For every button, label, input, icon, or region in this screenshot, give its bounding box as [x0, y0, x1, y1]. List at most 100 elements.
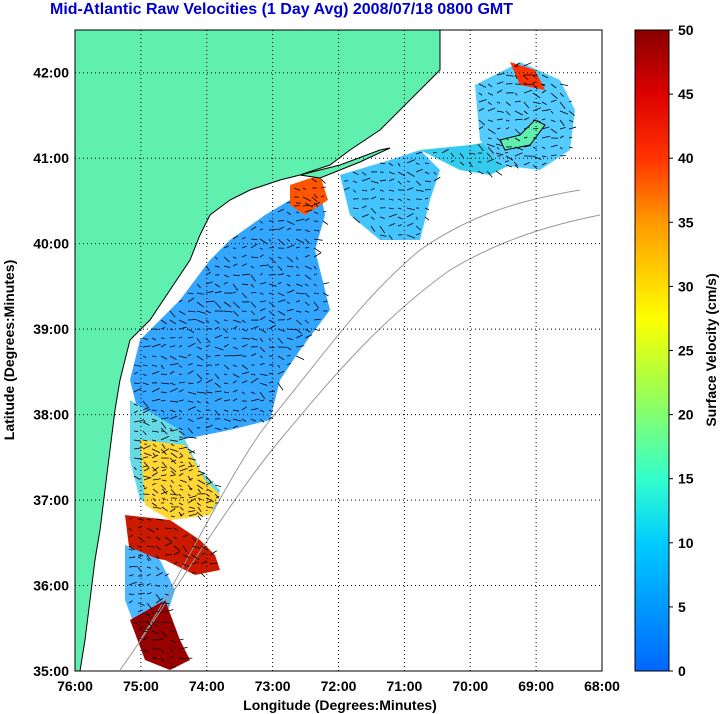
velocity-patch-ny-bight	[130, 190, 330, 440]
velocity-vector	[128, 556, 136, 559]
velocity-vector	[259, 373, 268, 376]
velocity-vector	[532, 101, 541, 105]
colorbar-tick-label: 50	[678, 22, 694, 38]
velocity-vector	[196, 502, 202, 506]
velocity-vector	[178, 364, 183, 368]
velocity-vector	[133, 387, 142, 393]
velocity-vector	[214, 354, 221, 357]
velocity-vector	[160, 648, 165, 654]
velocity-vector	[487, 128, 496, 135]
velocity-vector	[160, 343, 166, 348]
velocity-vector	[241, 337, 251, 340]
velocity-vector	[523, 117, 530, 121]
velocity-vector	[388, 178, 395, 182]
velocity-vector	[268, 283, 277, 287]
velocity-vector	[295, 328, 302, 334]
velocity-vector	[161, 479, 167, 482]
velocity-vector	[169, 493, 179, 496]
velocity-vector	[128, 574, 134, 577]
velocity-vector	[532, 127, 539, 130]
velocity-vector	[169, 648, 174, 653]
velocity-vector	[388, 234, 393, 240]
velocity-vector	[142, 456, 149, 459]
velocity-vector	[313, 265, 317, 270]
velocity-vector	[142, 636, 150, 641]
velocity-vector	[268, 228, 278, 231]
velocity-vector	[513, 161, 518, 167]
velocity-vector	[206, 497, 214, 503]
velocity-vector	[214, 256, 218, 260]
velocity-vector	[313, 273, 318, 276]
velocity-vector	[568, 126, 577, 130]
velocity-vector	[250, 238, 258, 241]
velocity-vector	[146, 626, 153, 631]
bathymetry-contours	[119, 189, 601, 671]
velocity-vector	[179, 452, 184, 457]
velocity-vector	[187, 406, 196, 411]
velocity-vector	[161, 443, 166, 449]
velocity-vector	[415, 162, 420, 165]
velocity-vector	[151, 439, 157, 442]
velocity-vector	[370, 216, 375, 220]
velocity-vector	[170, 488, 177, 496]
velocity-vector	[241, 263, 248, 267]
velocity-vector	[259, 238, 268, 244]
velocity-vector	[214, 283, 221, 288]
colorbar-tick-label: 15	[678, 471, 694, 487]
velocity-vector	[268, 324, 276, 330]
velocity-vector	[206, 506, 214, 509]
velocity-vector	[241, 391, 246, 395]
velocity-vector	[406, 171, 415, 177]
velocity-vector	[313, 229, 320, 232]
velocity-vector	[523, 145, 531, 148]
velocity-vector	[550, 110, 554, 114]
velocity-vector	[514, 110, 523, 116]
velocity-vector	[178, 310, 186, 315]
velocity-vector	[268, 319, 275, 324]
velocity-vector	[478, 126, 484, 130]
velocity-vector	[241, 364, 248, 370]
colorbar-tick-label: 0	[678, 663, 686, 679]
velocity-vector	[268, 310, 275, 317]
velocity-vector	[143, 467, 150, 472]
velocity-vector	[487, 83, 493, 88]
velocity-vector	[160, 621, 169, 624]
velocity-vector	[232, 301, 240, 309]
velocity-vector	[532, 164, 538, 169]
velocity-vector	[322, 300, 328, 303]
velocity-vector	[304, 319, 309, 324]
velocity-vector	[277, 382, 284, 391]
velocity-vector	[151, 420, 156, 423]
velocity-vector	[268, 390, 275, 393]
velocity-vector	[541, 146, 546, 149]
velocity-vector	[137, 556, 141, 559]
velocity-vector	[304, 265, 312, 270]
velocity-vector	[259, 355, 263, 358]
velocity-vector	[223, 427, 228, 430]
velocity-vector	[146, 592, 152, 595]
velocity-vector	[295, 283, 303, 287]
velocity-vector	[173, 527, 178, 531]
velocity-vector	[259, 272, 263, 276]
velocity-vector	[179, 461, 184, 463]
velocity-vector	[313, 247, 322, 254]
velocity-vector	[505, 164, 513, 168]
velocity-vector	[188, 461, 193, 467]
velocity-vector	[304, 328, 311, 333]
velocity-vector	[196, 364, 203, 367]
velocity-vector	[259, 418, 265, 423]
land-cape-cod	[499, 119, 546, 151]
velocity-vector	[468, 170, 473, 174]
velocity-vector	[178, 299, 183, 303]
velocity-vector	[250, 391, 256, 395]
velocity-vector	[559, 119, 565, 127]
velocity-vector	[215, 495, 220, 499]
velocity-vector	[268, 256, 276, 264]
velocity-vector	[197, 506, 202, 513]
velocity-vector	[146, 566, 152, 569]
velocity-vector	[169, 429, 179, 432]
velocity-vector	[286, 220, 295, 226]
velocity-vector	[295, 218, 305, 222]
velocity-vector	[259, 409, 265, 413]
velocity-vector	[160, 601, 167, 605]
